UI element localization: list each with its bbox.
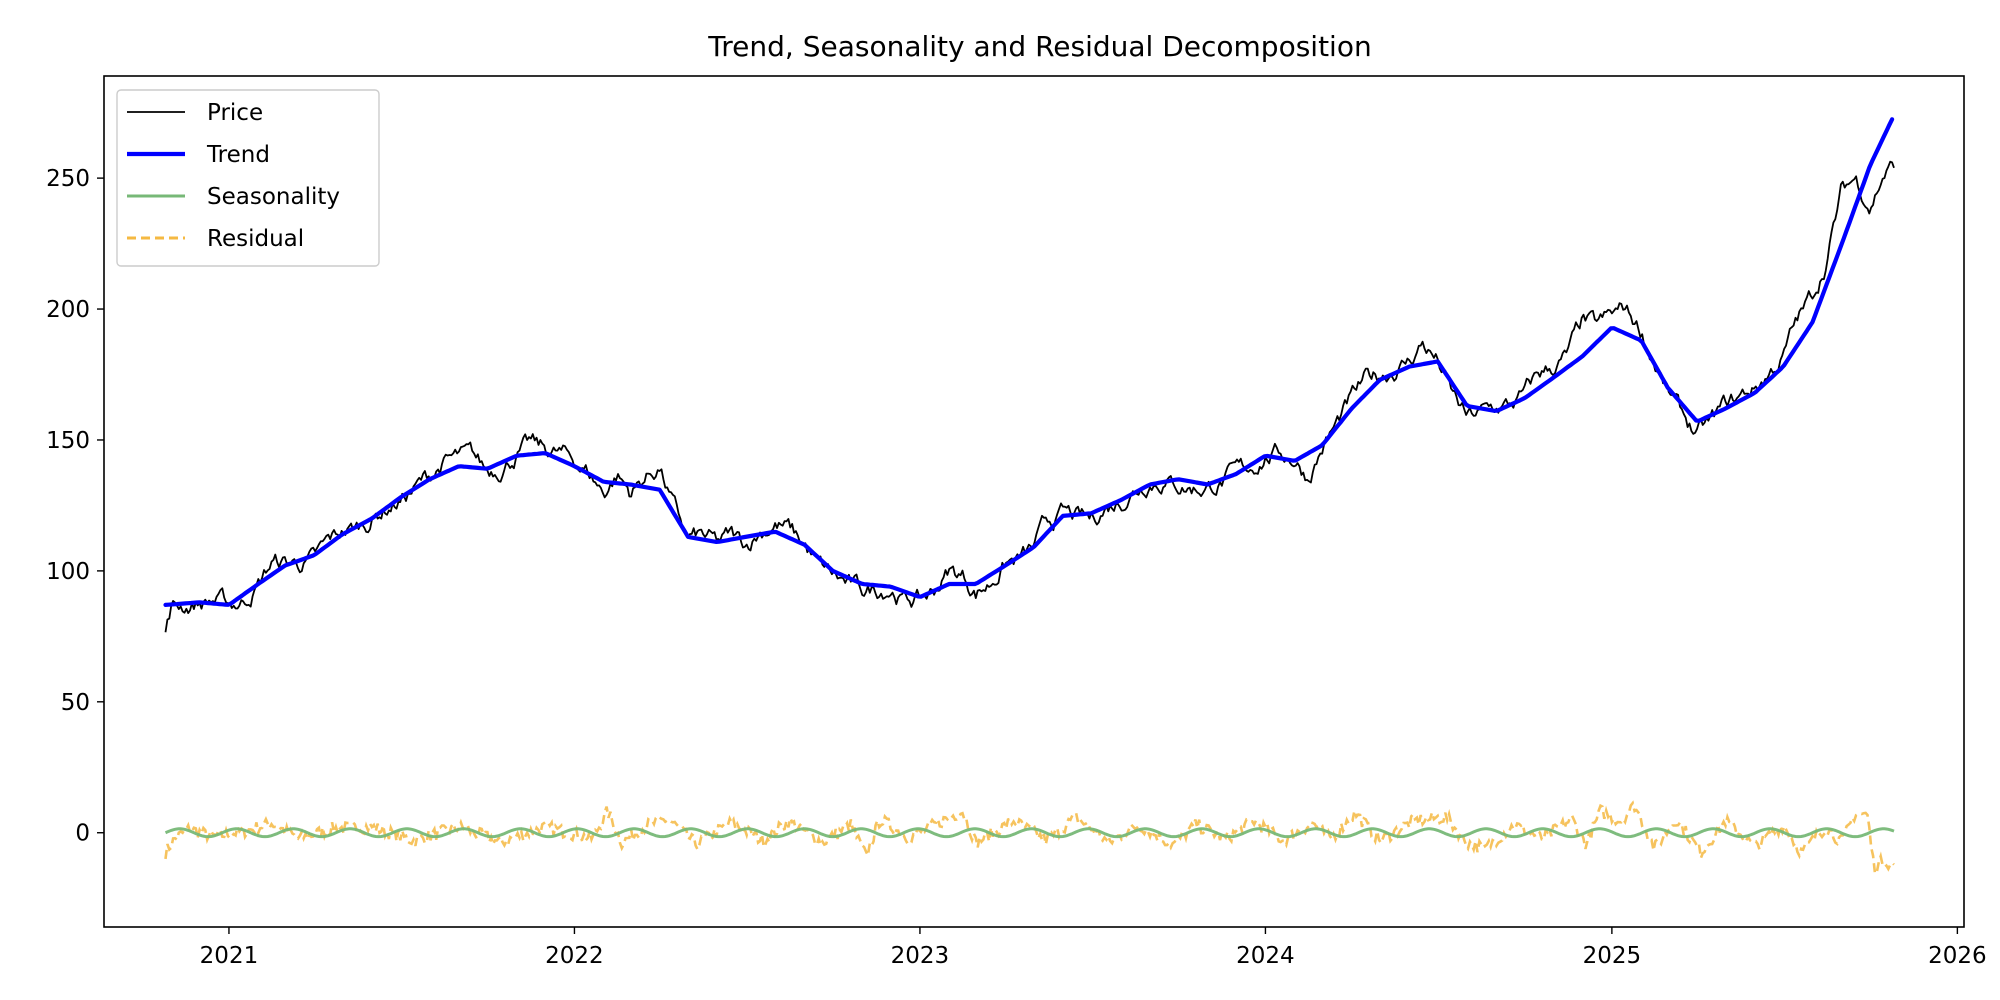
y-tick-label: 150 [46, 428, 90, 454]
x-tick-label: 2021 [200, 943, 259, 969]
trend-line [163, 117, 1895, 607]
axes-layer: 0 50 100 150 200 250 2021 2022 2023 2024 2025 2026 [46, 75, 1987, 969]
y-tick-label: 200 [46, 297, 90, 323]
y-tick-label: 0 [75, 821, 90, 847]
legend-label-trend: Trend [206, 142, 270, 168]
chart-legend: Price Trend Seasonality Residual [116, 89, 380, 267]
legend-label-price: Price [207, 100, 263, 126]
seasonality-line [164, 827, 1895, 839]
legend-label-seasonality: Seasonality [207, 184, 340, 210]
x-tick-label: 2022 [545, 943, 604, 969]
x-tick-label: 2026 [1928, 943, 1987, 969]
x-tick-label: 2024 [1236, 943, 1295, 969]
y-tick-label: 250 [46, 166, 90, 192]
chart-title: Trend, Seasonality and Residual Decompos… [707, 30, 1371, 63]
series-layer [163, 117, 1895, 877]
price-line [164, 160, 1895, 633]
legend-box [116, 89, 380, 267]
x-tick-label: 2023 [891, 943, 950, 969]
plot-frame [103, 75, 1965, 928]
residual-line [164, 800, 1895, 877]
x-tick-label: 2025 [1583, 943, 1642, 969]
y-tick-label: 50 [61, 690, 90, 716]
y-tick-label: 100 [46, 559, 90, 585]
legend-label-residual: Residual [207, 226, 304, 252]
